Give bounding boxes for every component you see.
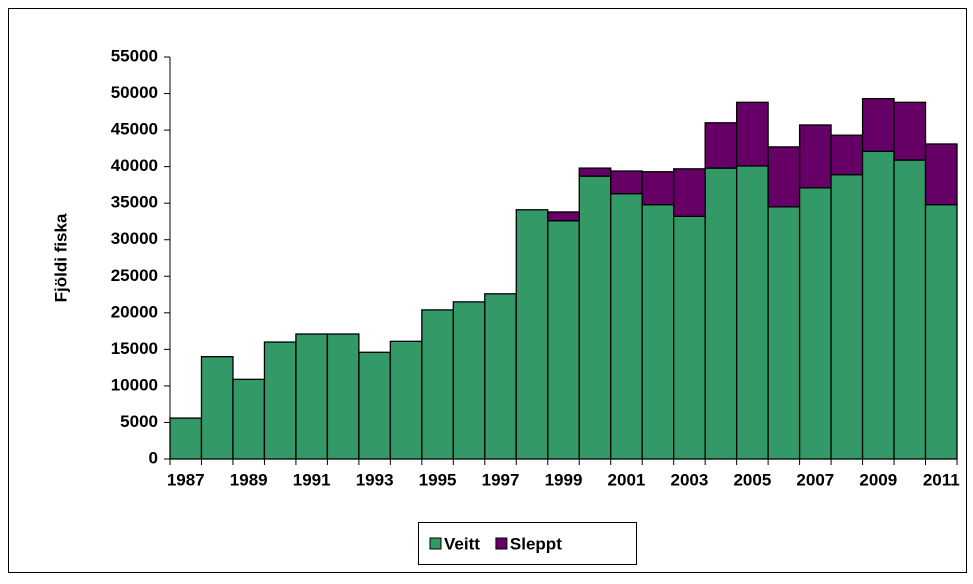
- bar-segment: [641, 203, 675, 460]
- legend-swatch: [429, 537, 442, 550]
- bar-segment: [200, 356, 234, 460]
- bar-segment: [830, 134, 864, 176]
- bar-segment: [547, 211, 580, 222]
- bar-segment: [358, 351, 392, 460]
- x-tick-label: 1987: [167, 470, 205, 489]
- bar-segment: [610, 170, 643, 195]
- legend-label: Veitt: [444, 534, 480, 553]
- bar-segment: [263, 341, 297, 460]
- y-tick-label: 5000: [120, 412, 158, 431]
- y-tick-label: 45000: [111, 120, 158, 139]
- bar-segment: [735, 101, 769, 167]
- bar-segment: [515, 209, 549, 460]
- bar-segment: [169, 417, 203, 460]
- x-tick-label: 1995: [419, 470, 457, 489]
- x-tick-label: 1991: [293, 470, 331, 489]
- bar-segment: [547, 220, 580, 460]
- y-tick-label: 40000: [111, 156, 158, 175]
- bar-segment: [578, 175, 612, 460]
- bar-segment: [767, 146, 801, 208]
- bar-segment: [421, 309, 454, 460]
- x-tick-label: 2001: [608, 470, 646, 489]
- bar-segment: [610, 193, 643, 460]
- bar-segment: [232, 378, 266, 460]
- x-tick-label: 1993: [356, 470, 394, 489]
- y-tick-label: 15000: [111, 339, 158, 358]
- legend-box: [418, 522, 637, 565]
- chart-border: [8, 8, 967, 573]
- bar-segment: [484, 293, 517, 460]
- x-tick-label: 2011: [923, 470, 960, 489]
- bar-segment: [924, 143, 958, 206]
- bar-segment: [893, 159, 927, 460]
- y-tick-label: 0: [149, 448, 158, 467]
- bar-segment: [389, 340, 423, 460]
- bar-segment: [861, 98, 895, 152]
- bar-segment: [704, 122, 738, 169]
- bar-segment: [452, 301, 486, 460]
- bar-segment: [798, 187, 832, 460]
- y-tick-label: 35000: [111, 193, 158, 212]
- bar-segment: [735, 165, 769, 460]
- y-axis-title: Fjöldi fiska: [51, 213, 70, 302]
- bar-segment: [578, 167, 612, 177]
- bar-segment: [893, 101, 927, 161]
- y-tick-label: 20000: [111, 302, 158, 321]
- bar-segment: [830, 174, 864, 460]
- bar-segment: [673, 168, 706, 217]
- legend-swatch: [495, 537, 508, 550]
- x-tick-label: 1999: [545, 470, 583, 489]
- y-tick-label: 55000: [111, 46, 158, 65]
- bar-segment: [861, 150, 895, 460]
- bar-segment: [295, 333, 329, 460]
- x-tick-label: 1997: [482, 470, 520, 489]
- x-tick-label: 2009: [859, 470, 897, 489]
- bar-segment: [673, 215, 706, 460]
- bar-segment: [641, 171, 675, 206]
- x-tick-label: 1989: [230, 470, 268, 489]
- y-tick-label: 10000: [111, 375, 158, 394]
- bar-segment: [704, 167, 738, 460]
- bar-segment: [924, 203, 958, 460]
- x-tick-label: 2005: [733, 470, 771, 489]
- bar-segment: [798, 124, 832, 189]
- legend-label: Sleppt: [510, 534, 562, 553]
- bar-segment: [326, 333, 360, 460]
- x-tick-label: 2007: [796, 470, 834, 489]
- y-tick-label: 25000: [111, 266, 158, 285]
- y-tick-label: 50000: [111, 83, 158, 102]
- bar-segment: [767, 206, 801, 460]
- y-tick-label: 30000: [111, 229, 158, 248]
- x-tick-label: 2003: [671, 470, 709, 489]
